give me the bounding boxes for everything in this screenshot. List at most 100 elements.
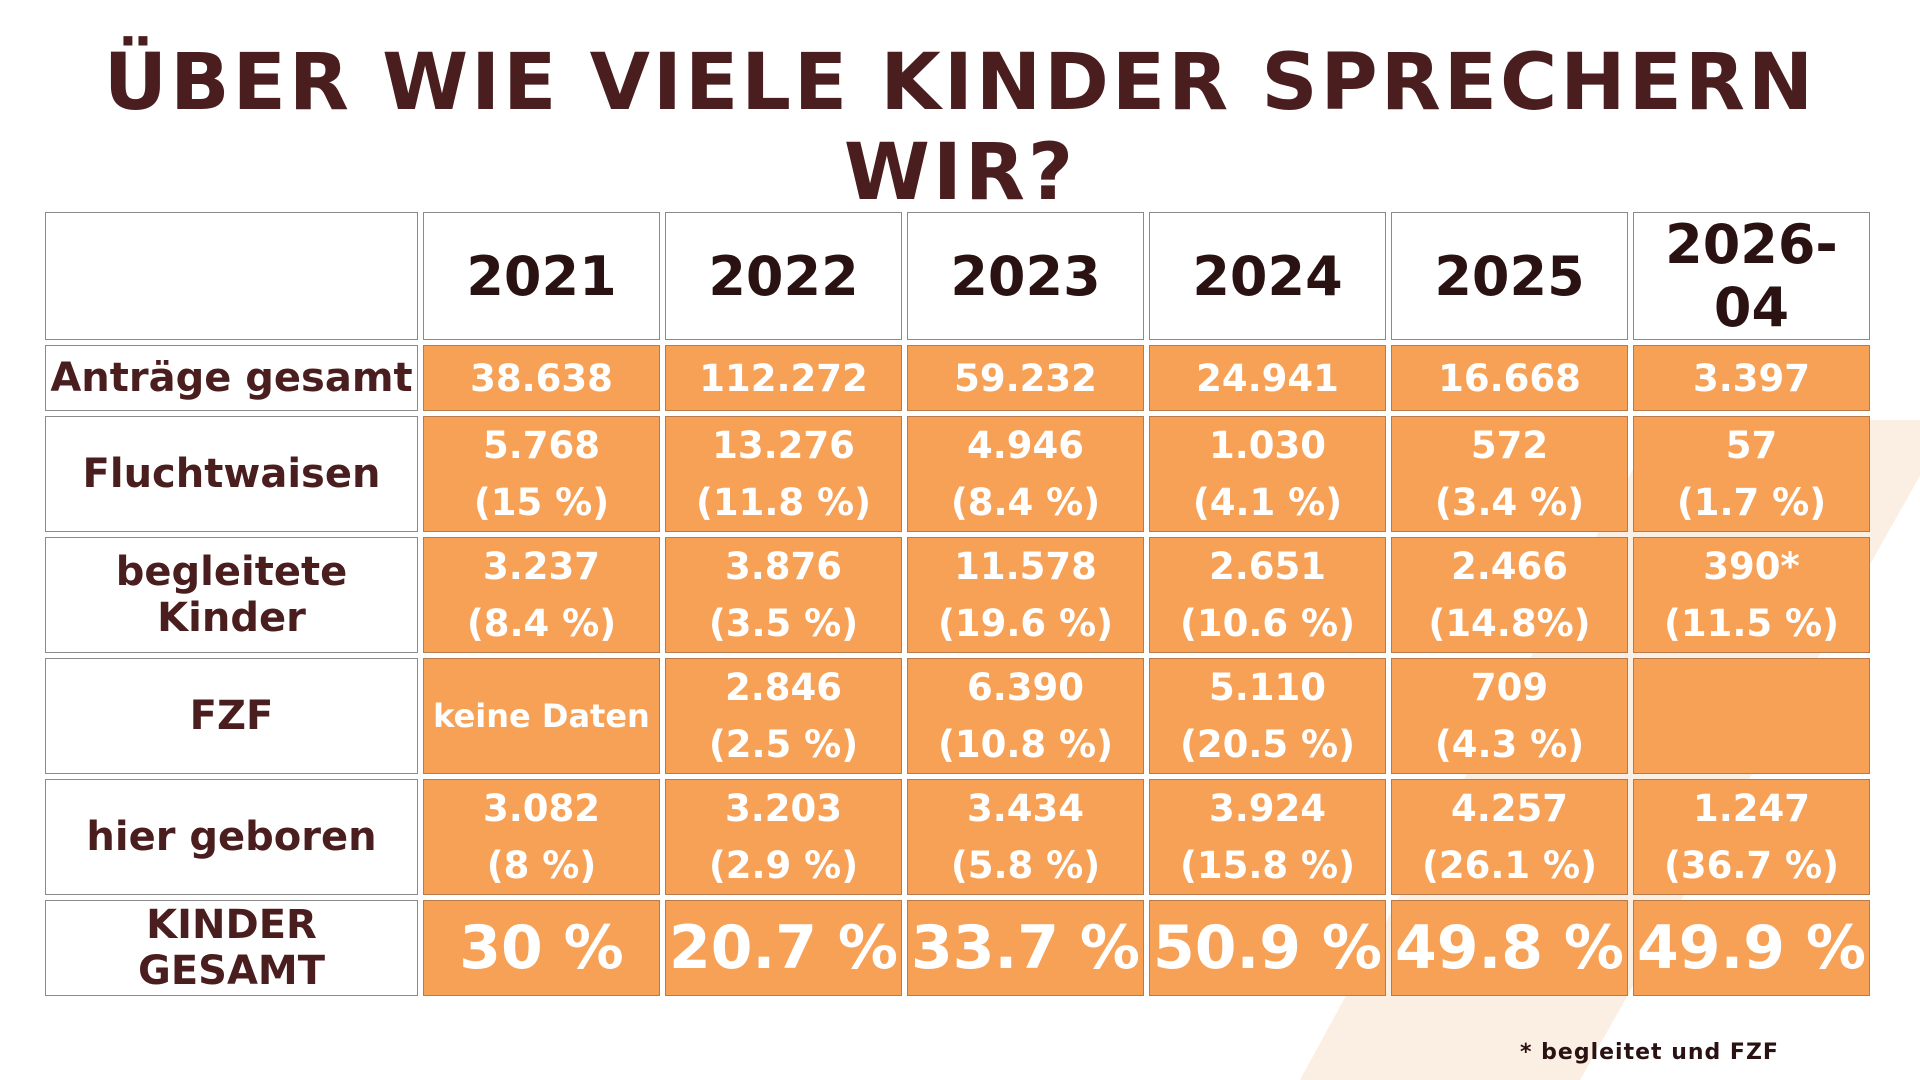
row-label-fzf: FZF <box>45 658 418 774</box>
row-label-antraege: Anträge gesamt <box>45 345 418 411</box>
cell-share: (8.4 %) <box>950 481 1101 524</box>
cell-geboren-2024: 3.924 (15.8 %) <box>1149 779 1386 895</box>
header-year-2025: 2025 <box>1391 212 1628 340</box>
cell-antraege-2021: 38.638 <box>423 345 660 411</box>
cell-fzf-2023: 6.390 (10.8 %) <box>907 658 1144 774</box>
cell-share: (2.9 %) <box>708 844 859 887</box>
cell-value: 5.110 <box>1208 666 1327 709</box>
cell-share: (3.4 %) <box>1434 481 1585 524</box>
cell-value: 5.768 <box>482 424 601 467</box>
cell-fzf-2025: 709 (4.3 %) <box>1391 658 1628 774</box>
cell-geboren-2026-04: 1.247 (36.7 %) <box>1633 779 1870 895</box>
row-antraege-gesamt: Anträge gesamt 38.638 112.272 59.232 24.… <box>45 345 1870 411</box>
cell-fzf-2024: 5.110 (20.5 %) <box>1149 658 1386 774</box>
row-kinder-gesamt: KINDER GESAMT 30 % 20.7 % 33.7 % 50.9 % … <box>45 900 1870 996</box>
cell-value: keine Daten <box>433 696 650 735</box>
cell-begleitete-2024: 2.651 (10.6 %) <box>1149 537 1386 653</box>
cell-fzf-2021: keine Daten <box>423 658 660 774</box>
cell-fluchtwaisen-2024: 1.030 (4.1 %) <box>1149 416 1386 532</box>
cell-value: 3.203 <box>724 787 843 830</box>
header-corner-cell <box>45 212 418 340</box>
header-year-2022: 2022 <box>665 212 902 340</box>
total-2026-04: 49.9 % <box>1633 900 1870 996</box>
cell-geboren-2023: 3.434 (5.8 %) <box>907 779 1144 895</box>
cell-value: 59.232 <box>954 356 1097 400</box>
cell-begleitete-2022: 3.876 (3.5 %) <box>665 537 902 653</box>
row-label-hier-geboren: hier geboren <box>45 779 418 895</box>
row-hier-geboren: hier geboren 3.082 (8 %) 3.203 (2.9 %) 3.4… <box>45 779 1870 895</box>
cell-value: 709 <box>1470 666 1549 709</box>
footnote: * begleitet und FZF <box>1520 1040 1779 1065</box>
cell-fluchtwaisen-2022: 13.276 (11.8 %) <box>665 416 902 532</box>
cell-value: 2.651 <box>1208 545 1327 588</box>
cell-share: (2.5 %) <box>708 723 859 766</box>
cell-share: (8 %) <box>486 844 597 887</box>
cell-value: 16.668 <box>1438 356 1581 400</box>
cell-value: 4.946 <box>966 424 1085 467</box>
cell-share: (36.7 %) <box>1663 844 1840 887</box>
cell-fluchtwaisen-2023: 4.946 (8.4 %) <box>907 416 1144 532</box>
row-fluchtwaisen: Fluchtwaisen 5.768 (15 %) 13.276 (11.8 %) … <box>45 416 1870 532</box>
cell-value: 11.578 <box>954 545 1097 588</box>
cell-value: 3.082 <box>482 787 601 830</box>
cell-geboren-2022: 3.203 (2.9 %) <box>665 779 902 895</box>
cell-antraege-2023: 59.232 <box>907 345 1144 411</box>
cell-share: (14.8%) <box>1428 602 1591 645</box>
cell-value: 13.276 <box>712 424 855 467</box>
cell-share: (20.5 %) <box>1179 723 1356 766</box>
cell-value: 57 <box>1725 424 1778 467</box>
cell-share: (8.4 %) <box>466 602 617 645</box>
cell-value: 112.272 <box>699 356 868 400</box>
header-year-2026-04: 2026-04 <box>1633 212 1870 340</box>
cell-share: (15.8 %) <box>1179 844 1356 887</box>
page-title: ÜBER WIE VIELE KINDER SPRECHERN WIR? <box>103 38 1817 218</box>
cell-value: 1.030 <box>1208 424 1327 467</box>
cell-share: (10.6 %) <box>1179 602 1356 645</box>
cell-fzf-2026-04 <box>1633 658 1870 774</box>
row-fzf: FZF keine Daten 2.846 (2.5 %) 6.390 (10.8 … <box>45 658 1870 774</box>
cell-begleitete-2023: 11.578 (19.6 %) <box>907 537 1144 653</box>
row-begleitete-kinder: begleitete Kinder 3.237 (8.4 %) 3.876 (3.5… <box>45 537 1870 653</box>
cell-value: 3.434 <box>966 787 1085 830</box>
total-2023: 33.7 % <box>907 900 1144 996</box>
cell-begleitete-2026-04: 390* (11.5 %) <box>1633 537 1870 653</box>
row-label-begleitete-kinder: begleitete Kinder <box>45 537 418 653</box>
cell-value: 3.237 <box>482 545 601 588</box>
header-row: 2021 2022 2023 2024 2025 2026-04 <box>45 212 1870 340</box>
cell-share: (4.3 %) <box>1434 723 1585 766</box>
cell-antraege-2025: 16.668 <box>1391 345 1628 411</box>
cell-antraege-2026-04: 3.397 <box>1633 345 1870 411</box>
cell-geboren-2021: 3.082 (8 %) <box>423 779 660 895</box>
cell-value: 3.397 <box>1692 356 1811 400</box>
row-label-kinder-gesamt: KINDER GESAMT <box>45 900 418 996</box>
header-year-2024: 2024 <box>1149 212 1386 340</box>
cell-share: (10.8 %) <box>937 723 1114 766</box>
total-2024: 50.9 % <box>1149 900 1386 996</box>
cell-value: 38.638 <box>470 356 613 400</box>
cell-begleitete-2025: 2.466 (14.8%) <box>1391 537 1628 653</box>
cell-value: 4.257 <box>1450 787 1569 830</box>
cell-value: 24.941 <box>1196 356 1339 400</box>
cell-share: (26.1 %) <box>1421 844 1598 887</box>
cell-value: 6.390 <box>966 666 1085 709</box>
data-table: 2021 2022 2023 2024 2025 2026-04 Anträge… <box>40 207 1875 1001</box>
cell-value: 390* <box>1703 545 1800 588</box>
total-2022: 20.7 % <box>665 900 902 996</box>
cell-share: (11.5 %) <box>1663 602 1840 645</box>
cell-geboren-2025: 4.257 (26.1 %) <box>1391 779 1628 895</box>
cell-value: 572 <box>1470 424 1549 467</box>
total-2025: 49.8 % <box>1391 900 1628 996</box>
cell-fzf-2022: 2.846 (2.5 %) <box>665 658 902 774</box>
cell-value: 2.846 <box>724 666 843 709</box>
cell-antraege-2024: 24.941 <box>1149 345 1386 411</box>
cell-antraege-2022: 112.272 <box>665 345 902 411</box>
cell-fluchtwaisen-2025: 572 (3.4 %) <box>1391 416 1628 532</box>
cell-value: 2.466 <box>1450 545 1569 588</box>
total-2021: 30 % <box>423 900 660 996</box>
cell-fluchtwaisen-2026-04: 57 (1.7 %) <box>1633 416 1870 532</box>
cell-value: 3.924 <box>1208 787 1327 830</box>
cell-share: (11.8 %) <box>695 481 872 524</box>
cell-share: (4.1 %) <box>1192 481 1343 524</box>
cell-begleitete-2021: 3.237 (8.4 %) <box>423 537 660 653</box>
header-year-2023: 2023 <box>907 212 1144 340</box>
